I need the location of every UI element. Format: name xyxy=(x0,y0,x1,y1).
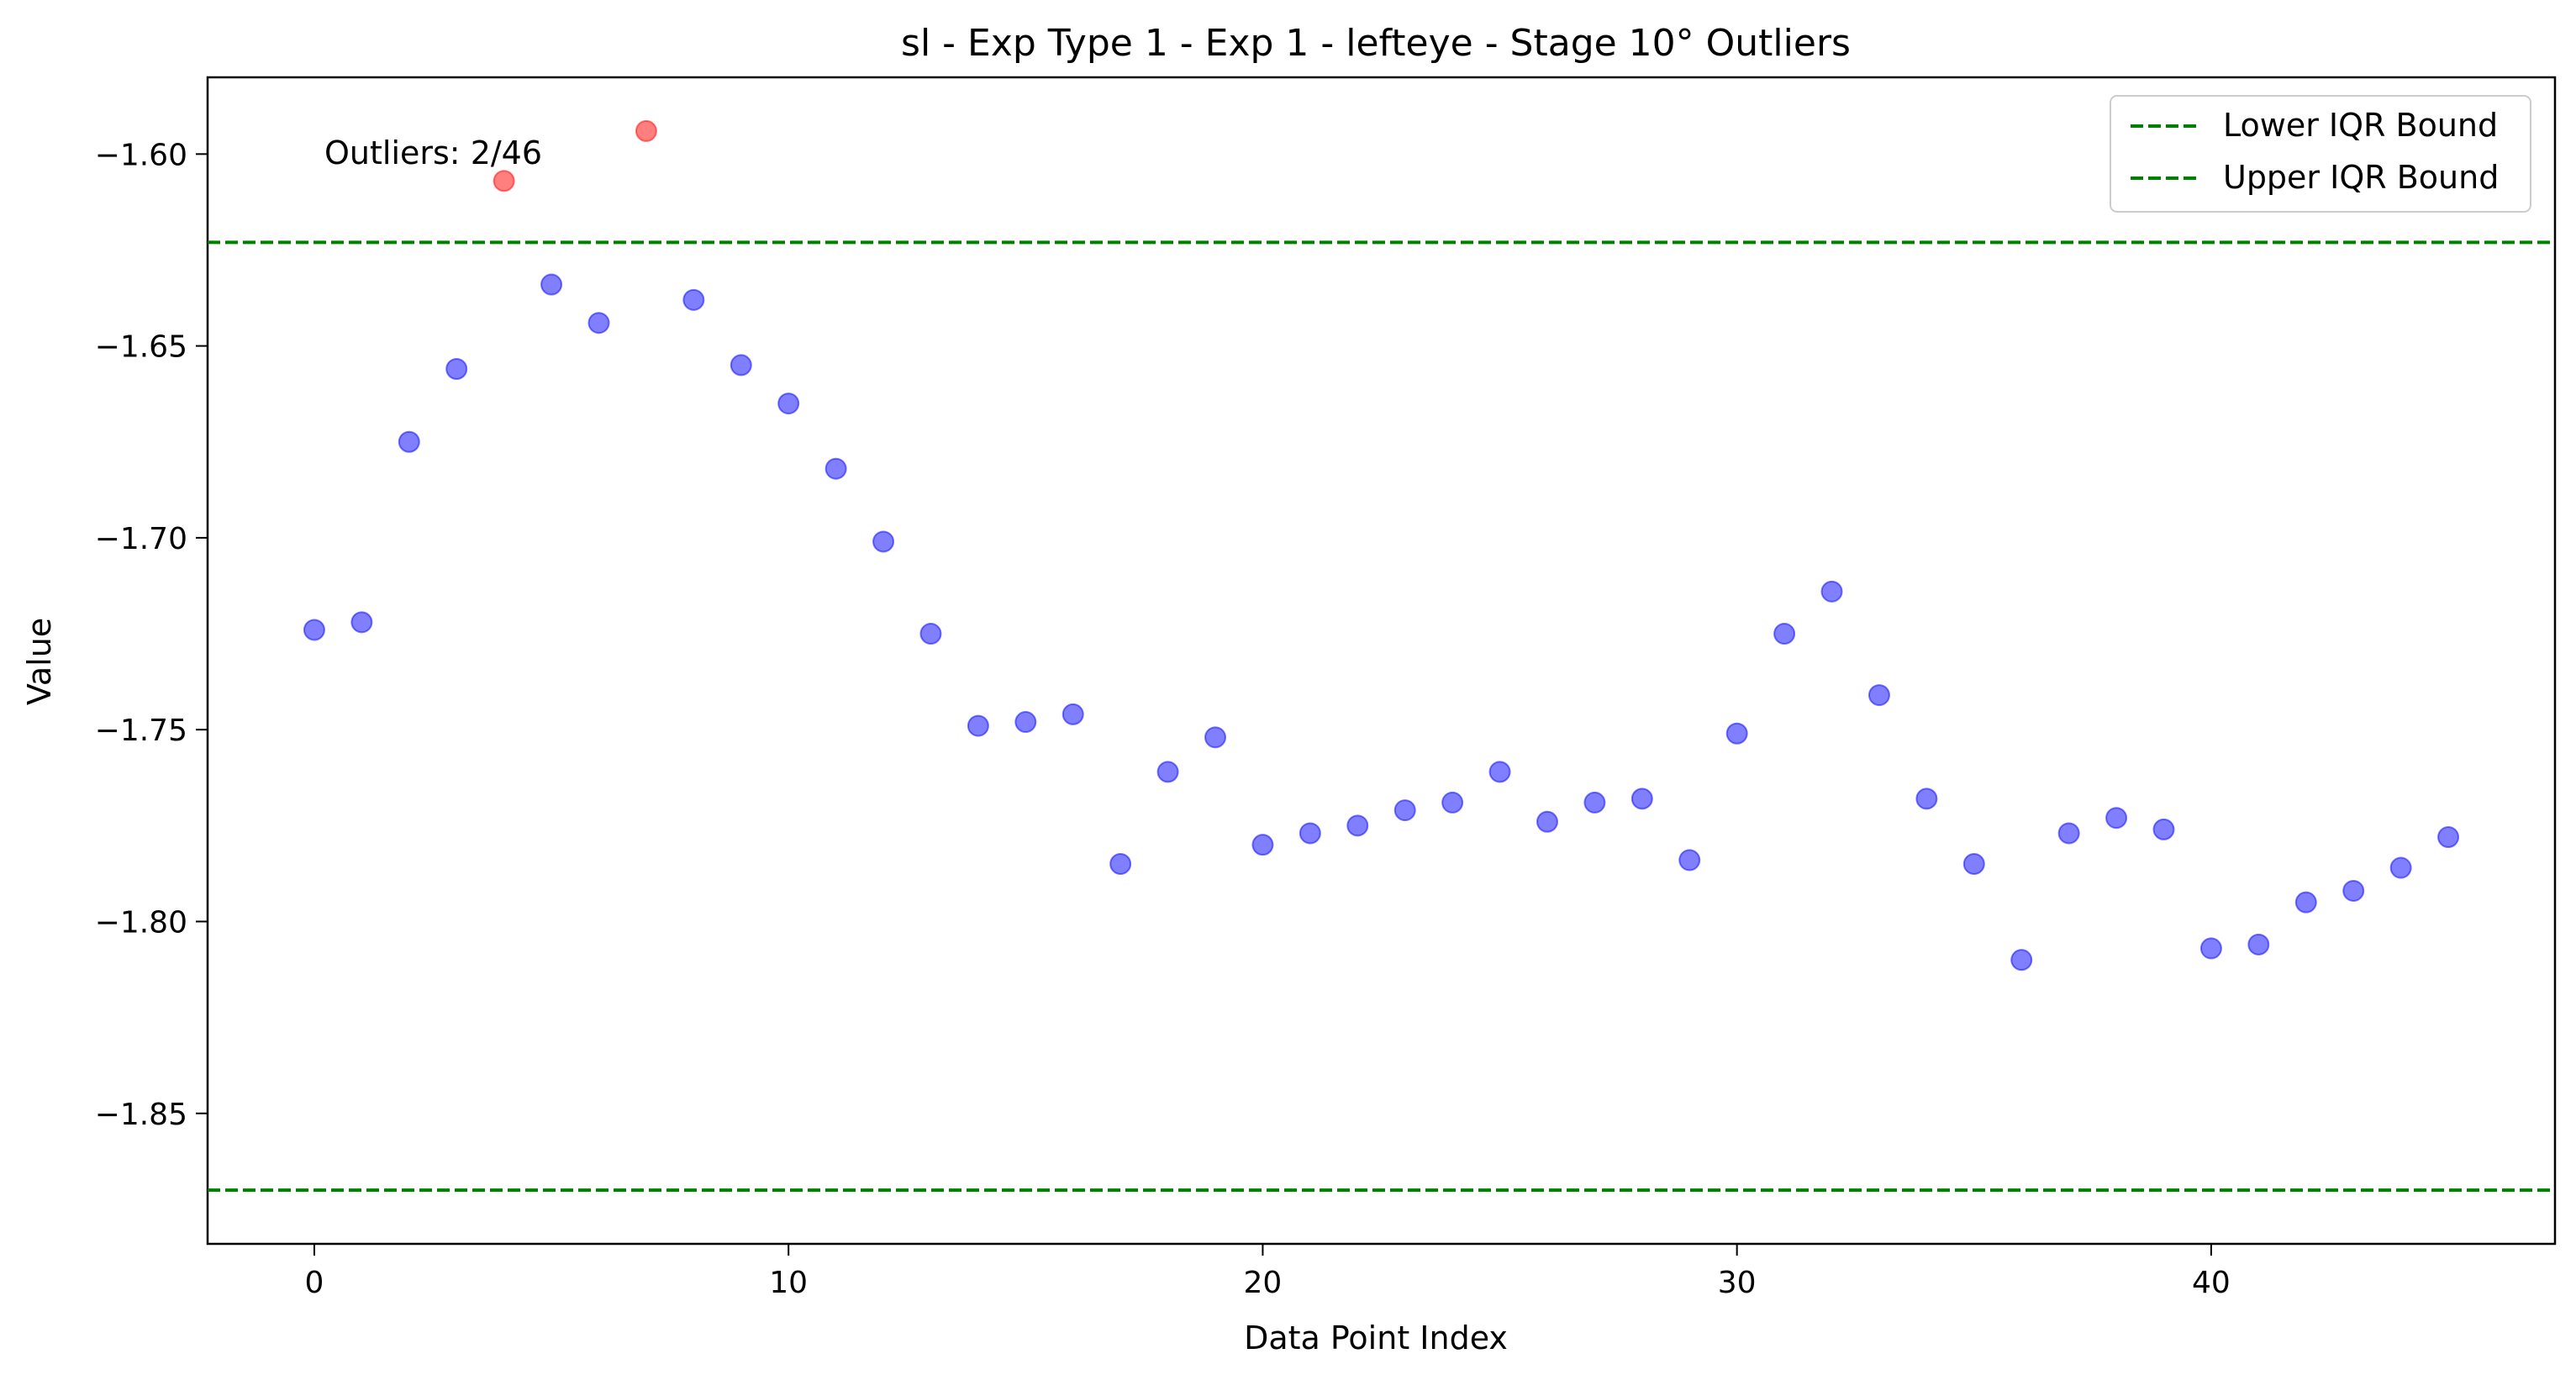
y-axis-label: Value xyxy=(21,618,58,705)
data-point xyxy=(2010,949,2033,972)
plot-frame xyxy=(206,76,2557,1246)
data-point xyxy=(1061,703,1084,725)
data-point xyxy=(919,623,942,645)
data-point xyxy=(1488,761,1511,783)
data-point xyxy=(1630,787,1653,810)
data-point xyxy=(1962,852,1985,875)
data-point xyxy=(1820,580,1843,603)
data-point xyxy=(540,273,563,296)
data-point xyxy=(2152,818,2175,840)
x-tick-label: 40 xyxy=(2192,1266,2231,1300)
y-tick-label: −1.85 xyxy=(95,1098,187,1132)
data-point xyxy=(730,354,752,377)
x-tick-label: 20 xyxy=(1244,1266,1283,1300)
data-point xyxy=(967,714,989,737)
x-axis-label: Data Point Index xyxy=(1244,1319,1508,1356)
x-tick-label: 10 xyxy=(769,1266,808,1300)
y-tick-label: −1.60 xyxy=(95,138,187,172)
legend-box xyxy=(2110,95,2531,213)
data-point xyxy=(1109,852,1132,875)
data-point xyxy=(2247,933,2270,956)
data-point xyxy=(1867,684,1890,707)
data-point xyxy=(1773,623,1796,645)
y-tick-label: −1.80 xyxy=(95,905,187,940)
data-point xyxy=(2342,879,2365,902)
data-point xyxy=(824,457,847,480)
data-point xyxy=(1583,791,1606,814)
y-tick-label: −1.75 xyxy=(95,714,187,748)
data-point xyxy=(1915,787,1938,810)
x-tick-label: 30 xyxy=(1718,1266,1757,1300)
data-point xyxy=(1156,761,1179,783)
data-point xyxy=(2199,937,2222,960)
data-point xyxy=(1251,834,1274,856)
data-point xyxy=(1014,711,1037,734)
y-tick-label: −1.70 xyxy=(95,522,187,556)
data-point xyxy=(2105,807,2128,830)
data-point xyxy=(777,392,800,415)
legend: Lower IQR Bound Upper IQR Bound xyxy=(2110,95,2531,213)
data-point xyxy=(2294,891,2317,914)
data-point xyxy=(2437,826,2460,849)
data-point xyxy=(1678,849,1701,872)
data-point xyxy=(445,358,468,380)
y-tick-label: −1.65 xyxy=(95,330,187,365)
chart-title: sl - Exp Type 1 - Exp 1 - lefteye - Stag… xyxy=(901,22,1851,65)
legend-label-upper: Upper IQR Bound xyxy=(2223,159,2499,196)
data-point xyxy=(1204,726,1227,749)
data-point xyxy=(1725,722,1748,745)
data-point xyxy=(1441,791,1464,814)
data-point xyxy=(682,288,705,311)
x-tick-label: 0 xyxy=(305,1266,324,1300)
data-point xyxy=(2057,822,2080,845)
outliers-annotation: Outliers: 2/46 xyxy=(324,134,542,171)
data-point xyxy=(303,619,325,641)
data-point xyxy=(398,430,420,453)
data-point xyxy=(1393,799,1416,822)
legend-label-lower: Lower IQR Bound xyxy=(2223,107,2498,144)
outlier-point xyxy=(493,170,515,192)
data-point xyxy=(1536,810,1558,833)
data-point xyxy=(1346,814,1369,837)
data-point xyxy=(350,611,373,634)
data-point xyxy=(872,530,895,553)
data-point xyxy=(1299,822,1321,845)
data-point xyxy=(2389,856,2412,879)
data-point xyxy=(587,312,610,334)
outlier-point xyxy=(635,119,657,142)
